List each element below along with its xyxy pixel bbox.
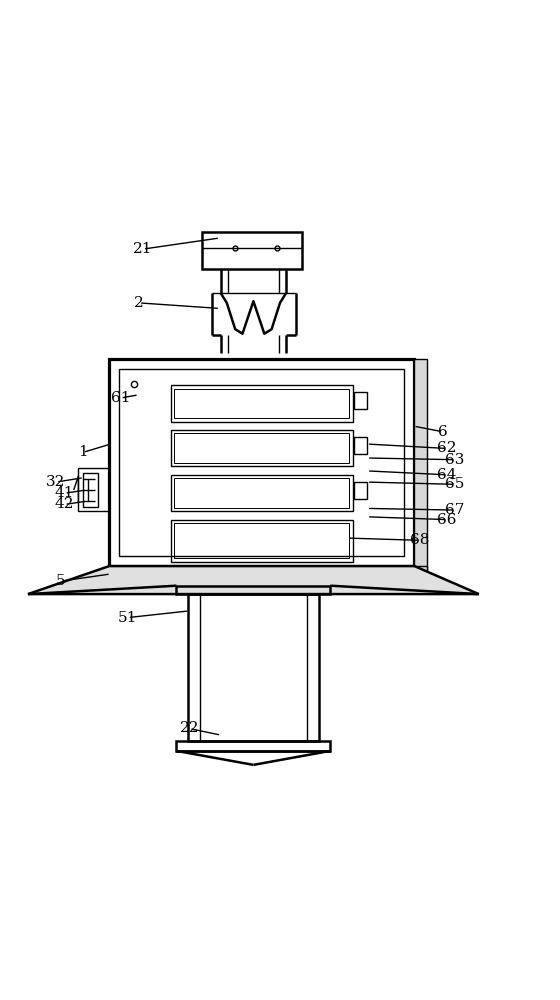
Bar [188, 594, 319, 741]
Text: 67: 67 [445, 503, 464, 517]
Bar [171, 430, 353, 466]
Text: 65: 65 [445, 477, 464, 491]
Bar [174, 433, 349, 463]
Bar [354, 437, 367, 454]
Bar [414, 359, 427, 576]
Text: 32: 32 [46, 475, 66, 489]
Bar [354, 482, 367, 499]
Bar [174, 478, 349, 508]
Bar [78, 468, 109, 511]
Polygon shape [28, 566, 479, 594]
Text: 22: 22 [180, 721, 199, 735]
Text: 68: 68 [410, 533, 430, 547]
Text: 2: 2 [134, 296, 144, 310]
Bar [354, 392, 367, 409]
Text: 61: 61 [111, 391, 130, 405]
Bar [83, 473, 98, 507]
Text: 64: 64 [437, 468, 456, 482]
Bar [116, 566, 427, 576]
Bar [171, 475, 353, 511]
Text: 42: 42 [55, 497, 74, 511]
Bar [202, 232, 302, 269]
Text: 5: 5 [55, 574, 66, 588]
Text: 66: 66 [437, 513, 456, 527]
Bar [171, 385, 353, 422]
Bar [171, 520, 353, 562]
Bar [176, 741, 330, 751]
Text: 41: 41 [55, 486, 74, 500]
Bar [109, 359, 414, 566]
Text: 51: 51 [118, 611, 137, 625]
Text: 63: 63 [445, 453, 464, 467]
Bar [174, 389, 349, 418]
Text: 62: 62 [437, 441, 456, 455]
Text: 6: 6 [437, 425, 447, 439]
Text: 1: 1 [78, 445, 88, 459]
Bar [176, 586, 330, 594]
Text: 21: 21 [133, 242, 152, 256]
Bar [174, 523, 349, 558]
Bar [119, 369, 404, 556]
